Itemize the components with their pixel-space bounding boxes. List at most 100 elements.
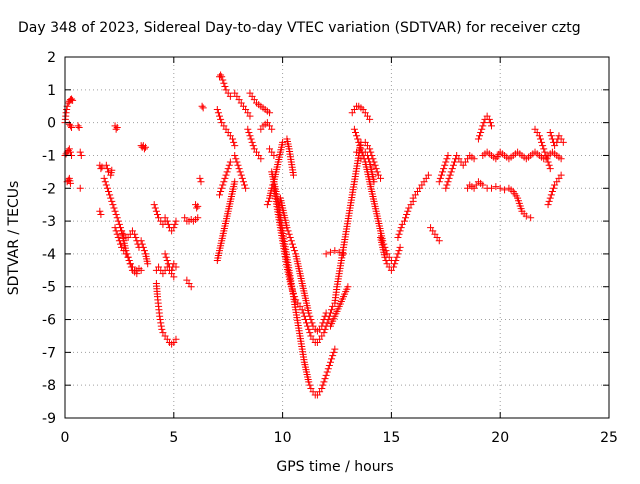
data-point bbox=[69, 96, 77, 104]
data-point bbox=[140, 145, 148, 153]
data-point bbox=[437, 171, 445, 179]
data-point bbox=[355, 138, 363, 146]
data-point bbox=[522, 212, 530, 220]
data-point bbox=[395, 247, 403, 255]
data-point bbox=[65, 145, 73, 153]
data-track bbox=[118, 227, 143, 251]
data-point bbox=[170, 224, 178, 232]
data-point bbox=[220, 178, 228, 186]
data-point bbox=[366, 145, 374, 153]
data-point bbox=[76, 148, 84, 156]
data-point bbox=[161, 250, 169, 258]
data-point bbox=[215, 112, 223, 120]
data-point bbox=[479, 181, 487, 189]
data-point bbox=[320, 378, 328, 386]
data-track bbox=[348, 102, 374, 123]
data-point bbox=[322, 309, 330, 317]
data-point bbox=[111, 207, 119, 215]
data-point bbox=[479, 122, 487, 130]
data-point bbox=[112, 211, 120, 219]
data-point bbox=[545, 161, 553, 169]
data-point bbox=[132, 234, 140, 241]
data-point bbox=[539, 142, 547, 150]
data-point bbox=[107, 194, 115, 202]
data-point bbox=[446, 171, 454, 179]
data-point bbox=[235, 165, 243, 173]
data-point bbox=[396, 227, 404, 235]
data-point bbox=[487, 184, 495, 192]
data-track bbox=[479, 148, 565, 163]
data-point bbox=[156, 312, 164, 320]
data-point bbox=[442, 158, 450, 166]
data-point bbox=[96, 207, 104, 215]
data-point bbox=[187, 283, 195, 291]
data-point bbox=[140, 247, 148, 255]
plot-frame bbox=[64, 56, 610, 419]
data-point bbox=[368, 151, 376, 159]
y-tick-label: -5 bbox=[42, 280, 56, 296]
data-point bbox=[257, 155, 265, 163]
data-point bbox=[377, 174, 385, 182]
data-point bbox=[115, 237, 123, 245]
data-point bbox=[557, 155, 565, 163]
data-point bbox=[441, 161, 449, 169]
data-point bbox=[369, 155, 377, 163]
data-point bbox=[239, 178, 247, 186]
data-point bbox=[356, 142, 364, 150]
data-point bbox=[344, 283, 352, 291]
data-point bbox=[246, 132, 254, 140]
data-track bbox=[137, 142, 150, 153]
data-point bbox=[231, 151, 239, 159]
data-track bbox=[544, 171, 565, 209]
data-point bbox=[402, 214, 410, 222]
data-point bbox=[223, 168, 231, 176]
data-point bbox=[270, 151, 278, 159]
data-track bbox=[111, 224, 141, 278]
y-tick-label: -8 bbox=[42, 378, 56, 394]
data-track bbox=[442, 151, 478, 192]
data-point bbox=[540, 145, 548, 153]
data-point bbox=[440, 165, 448, 173]
data-point bbox=[217, 71, 225, 79]
data-point bbox=[268, 125, 276, 133]
data-point bbox=[289, 171, 297, 179]
x-tick-label: 10 bbox=[274, 430, 292, 446]
data-point bbox=[404, 207, 412, 215]
data-point bbox=[319, 319, 327, 327]
data-point bbox=[470, 155, 478, 163]
data-point bbox=[480, 119, 488, 127]
data-point bbox=[109, 201, 117, 209]
data-point bbox=[115, 220, 123, 228]
data-point bbox=[550, 184, 558, 192]
data-track bbox=[483, 183, 535, 222]
data-layer bbox=[61, 71, 567, 399]
y-tick-label: 0 bbox=[47, 116, 56, 132]
data-track bbox=[198, 102, 207, 112]
data-point bbox=[199, 104, 207, 112]
data-track bbox=[361, 138, 385, 182]
data-point bbox=[323, 368, 331, 376]
data-point bbox=[474, 135, 482, 143]
data-track bbox=[213, 178, 239, 264]
data-track bbox=[326, 283, 352, 330]
data-point bbox=[222, 171, 230, 179]
data-track bbox=[257, 119, 276, 133]
data-track bbox=[244, 125, 265, 163]
data-point bbox=[138, 240, 146, 248]
data-track bbox=[276, 194, 330, 335]
data-point bbox=[233, 158, 241, 166]
y-tick-label: 2 bbox=[47, 50, 56, 66]
data-point bbox=[249, 142, 257, 150]
data-point bbox=[213, 106, 221, 114]
data-point bbox=[263, 201, 271, 209]
data-point bbox=[547, 132, 555, 140]
data-track bbox=[181, 214, 202, 225]
data-track bbox=[65, 120, 76, 132]
data-point bbox=[557, 171, 565, 179]
y-tick-label: -9 bbox=[42, 411, 56, 427]
data-point bbox=[318, 322, 326, 330]
data-point bbox=[288, 286, 296, 294]
data-point bbox=[220, 79, 228, 87]
